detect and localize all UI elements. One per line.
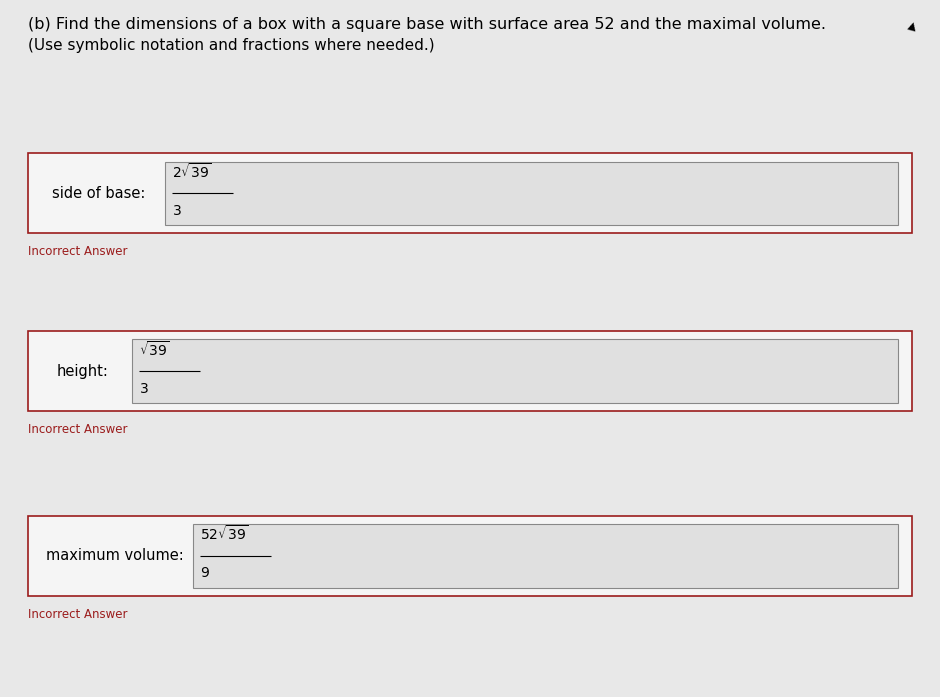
Text: $\sqrt{39}$: $\sqrt{39}$ — [139, 339, 170, 358]
Text: $2\sqrt{39}$: $2\sqrt{39}$ — [172, 162, 212, 181]
Text: side of base:: side of base: — [53, 186, 146, 201]
Text: Incorrect Answer: Incorrect Answer — [28, 245, 128, 259]
Text: ▲: ▲ — [907, 20, 917, 31]
Text: Incorrect Answer: Incorrect Answer — [28, 608, 128, 621]
FancyBboxPatch shape — [28, 516, 912, 596]
Text: $9$: $9$ — [200, 566, 211, 581]
Text: (b) Find the dimensions of a box with a square base with surface area 52 and the: (b) Find the dimensions of a box with a … — [28, 17, 826, 33]
Text: (Use symbolic notation and fractions where needed.): (Use symbolic notation and fractions whe… — [28, 38, 435, 54]
Text: $3$: $3$ — [172, 204, 181, 218]
FancyBboxPatch shape — [164, 162, 898, 225]
Text: $3$: $3$ — [139, 382, 149, 396]
FancyBboxPatch shape — [132, 339, 898, 403]
FancyBboxPatch shape — [28, 153, 912, 233]
FancyBboxPatch shape — [28, 331, 912, 411]
Text: $52\sqrt{39}$: $52\sqrt{39}$ — [200, 524, 249, 544]
Text: height:: height: — [56, 364, 108, 378]
Text: Incorrect Answer: Incorrect Answer — [28, 423, 128, 436]
Text: maximum volume:: maximum volume: — [45, 549, 183, 563]
FancyBboxPatch shape — [193, 524, 898, 588]
